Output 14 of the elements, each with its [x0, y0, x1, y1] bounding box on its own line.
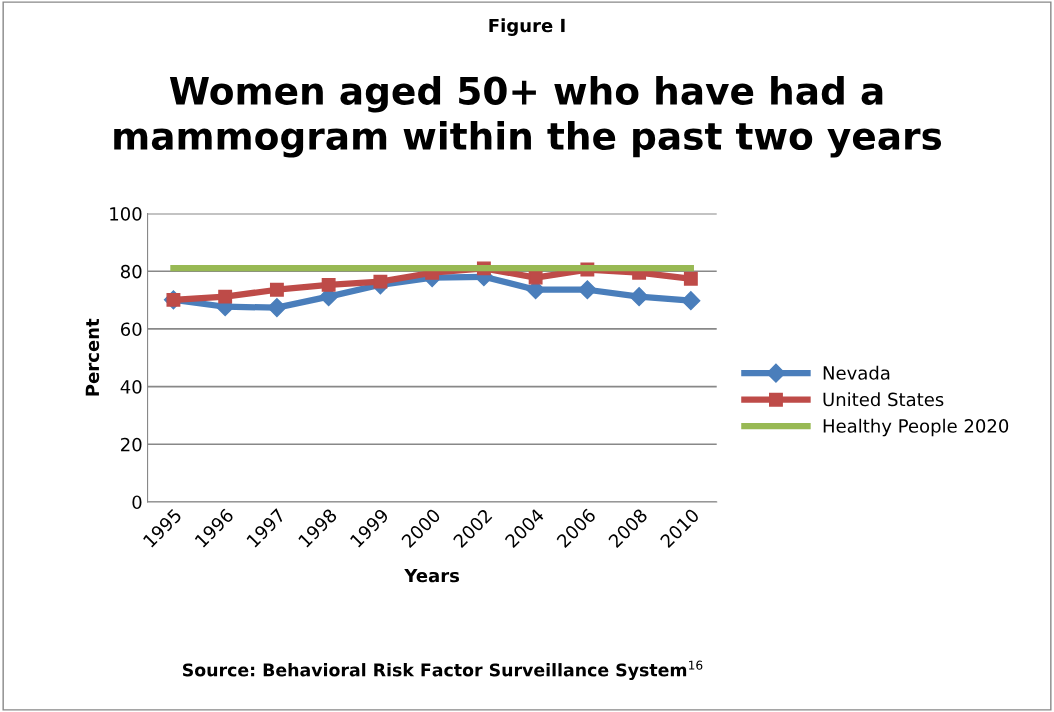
legend-label: Nevada — [823, 365, 890, 380]
y-tick-label: 0 — [132, 495, 142, 510]
source-note: Source: Behavioral Risk Factor Surveillance System$^{16}$ — [182, 660, 703, 681]
x-axis-title: Years — [404, 568, 460, 583]
y-tick-label: 100 — [110, 207, 142, 221]
y-tick-label: 80 — [120, 264, 142, 279]
y-axis-title: Percent — [85, 318, 100, 396]
y-tick-label: 20 — [121, 437, 142, 452]
chart-title: Women aged 50+ who have had a mammogram within the past two years — [114, 75, 942, 158]
legend-label: United States — [823, 392, 944, 407]
legend-label: Healthy People 2020 — [823, 418, 1009, 437]
y-tick-label: 60 — [120, 322, 142, 337]
y-tick-label: 40 — [120, 380, 142, 394]
chart-subtitle: Figure I — [489, 18, 565, 36]
